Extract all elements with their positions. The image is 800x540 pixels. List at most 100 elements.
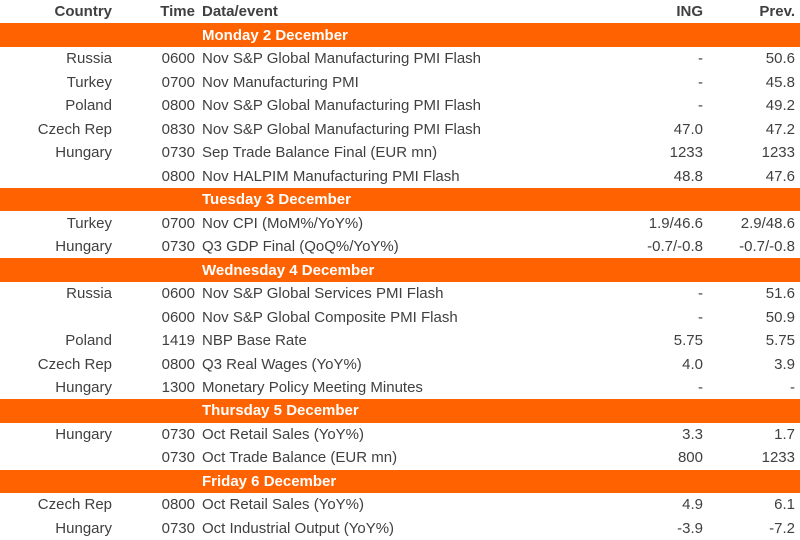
- section-header-row: Thursday 5 December: [0, 399, 800, 423]
- row-event: NBP Base Rate: [202, 333, 307, 349]
- row-prev: -7.2: [769, 519, 795, 537]
- table-row: 0730 Oct Trade Balance (EUR mn) 800 1233: [0, 446, 800, 469]
- row-prev: 47.2: [765, 120, 795, 138]
- row-country: Hungary: [55, 239, 112, 255]
- row-ing: -3.9: [677, 519, 703, 537]
- col-header-prev: Prev.: [759, 3, 795, 21]
- row-event: Nov S&P Global Manufacturing PMI Flash: [202, 121, 482, 137]
- row-country: Czech Rep: [37, 497, 112, 513]
- row-event: Nov S&P Global Manufacturing PMI Flash: [202, 51, 482, 67]
- row-country: Czech Rep: [37, 356, 112, 372]
- row-event: Q3 Real Wages (YoY%): [202, 356, 362, 372]
- row-country: Russia: [66, 51, 112, 67]
- table-row: Czech Rep 0800 Q3 Real Wages (YoY%) 4.0 …: [0, 352, 800, 375]
- table-row: Turkey 0700 Nov CPI (MoM%/YoY%) 1.9/46.6…: [0, 211, 800, 234]
- row-time: 0730: [161, 238, 195, 256]
- row-time: 0730: [161, 449, 195, 467]
- row-event: Q3 GDP Final (QoQ%/YoY%): [202, 239, 399, 255]
- row-ing: -: [698, 97, 703, 115]
- row-country: Poland: [65, 98, 112, 114]
- row-prev: 51.6: [765, 285, 795, 303]
- col-header-ing: ING: [676, 3, 703, 21]
- row-prev: 47.6: [765, 167, 795, 185]
- row-country: Russia: [66, 286, 112, 302]
- row-country: Hungary: [55, 379, 112, 395]
- section-day-label: Friday 6 December: [202, 473, 337, 489]
- row-country: Hungary: [55, 426, 112, 442]
- row-time: 0700: [161, 73, 195, 91]
- row-ing: 1.9/46.6: [648, 214, 703, 232]
- row-event: Oct Retail Sales (YoY%): [202, 426, 365, 442]
- row-time: 0800: [161, 355, 195, 373]
- row-time: 0700: [161, 214, 195, 232]
- section-header-row: Wednesday 4 December: [0, 258, 800, 282]
- row-ing: 800: [677, 449, 703, 467]
- row-country: Hungary: [55, 520, 112, 536]
- row-time: 1419: [161, 332, 195, 350]
- row-time: 0800: [161, 496, 195, 514]
- row-country: Poland: [65, 333, 112, 349]
- table-row: Poland 0800 Nov S&P Global Manufacturing…: [0, 94, 800, 117]
- row-ing: -0.7/-0.8: [647, 238, 703, 256]
- row-prev: 1233: [761, 449, 795, 467]
- table-row: Czech Rep 0800 Oct Retail Sales (YoY%) 4…: [0, 493, 800, 516]
- col-header-time: Time: [160, 3, 195, 21]
- col-header-country: Country: [54, 4, 113, 20]
- row-event: Sep Trade Balance Final (EUR mn): [202, 145, 438, 161]
- row-time: 0600: [161, 285, 195, 303]
- row-ing: -: [698, 378, 703, 396]
- row-prev: 50.9: [765, 308, 795, 326]
- row-prev: 1233: [761, 144, 795, 162]
- row-prev: 2.9/48.6: [740, 214, 795, 232]
- row-country: Turkey: [66, 74, 112, 90]
- row-prev: 1.7: [774, 425, 795, 443]
- row-event: Nov Manufacturing PMI: [202, 74, 359, 90]
- row-ing: 1233: [669, 144, 703, 162]
- row-event: Nov S&P Global Services PMI Flash: [202, 286, 444, 302]
- table-row: 0600 Nov S&P Global Composite PMI Flash …: [0, 305, 800, 328]
- row-time: 0800: [161, 167, 195, 185]
- table-row: Czech Rep 0830 Nov S&P Global Manufactur…: [0, 117, 800, 140]
- row-prev: -: [790, 378, 795, 396]
- section-day-label: Thursday 5 December: [202, 403, 359, 419]
- row-time: 0800: [161, 97, 195, 115]
- row-prev: 5.75: [765, 332, 795, 350]
- section-day-label: Wednesday 4 December: [202, 262, 375, 278]
- row-ing: -: [698, 308, 703, 326]
- row-time: 0600: [161, 308, 195, 326]
- table-row: Hungary 0730 Oct Retail Sales (YoY%) 3.3…: [0, 423, 800, 446]
- row-time: 1300: [161, 378, 195, 396]
- row-ing: 3.3: [682, 425, 703, 443]
- table-row: Russia 0600 Nov S&P Global Services PMI …: [0, 282, 800, 305]
- section-day-label: Tuesday 3 December: [202, 192, 351, 208]
- row-time: 0730: [161, 519, 195, 537]
- row-ing: -: [698, 50, 703, 68]
- table-row: Hungary 0730 Sep Trade Balance Final (EU…: [0, 141, 800, 164]
- section-header-row: Tuesday 3 December: [0, 187, 800, 212]
- row-prev: -0.7/-0.8: [739, 238, 795, 256]
- row-country: Czech Rep: [37, 121, 112, 137]
- row-ing: 4.9: [682, 496, 703, 514]
- row-prev: 3.9: [774, 355, 795, 373]
- row-event: Oct Industrial Output (YoY%): [202, 520, 395, 536]
- section-day-label: Monday 2 December: [202, 27, 348, 43]
- table-row: Poland 1419 NBP Base Rate 5.75 5.75: [0, 329, 800, 352]
- row-prev: 50.6: [765, 50, 795, 68]
- row-event: Oct Trade Balance (EUR mn): [202, 450, 398, 466]
- table-row: Hungary 0730 Q3 GDP Final (QoQ%/YoY%) -0…: [0, 235, 800, 258]
- row-time: 0830: [161, 120, 195, 138]
- row-prev: 45.8: [765, 73, 795, 91]
- table-row: Russia 0600 Nov S&P Global Manufacturing…: [0, 47, 800, 70]
- table-header-row: Country Time Data/event ING Prev.: [0, 0, 800, 23]
- table-row: Hungary 0730 Oct Industrial Output (YoY%…: [0, 517, 800, 540]
- row-event: Nov S&P Global Composite PMI Flash: [202, 309, 458, 325]
- row-time: 0730: [161, 425, 195, 443]
- table-row: 0800 Nov HALPIM Manufacturing PMI Flash …: [0, 164, 800, 187]
- row-event: Monetary Policy Meeting Minutes: [202, 379, 423, 395]
- row-event: Oct Retail Sales (YoY%): [202, 497, 365, 513]
- section-header-row: Friday 6 December: [0, 469, 800, 494]
- row-event: Nov HALPIM Manufacturing PMI Flash: [202, 168, 460, 184]
- row-time: 0730: [161, 144, 195, 162]
- row-event: Nov CPI (MoM%/YoY%): [202, 215, 364, 231]
- row-prev: 6.1: [774, 496, 795, 514]
